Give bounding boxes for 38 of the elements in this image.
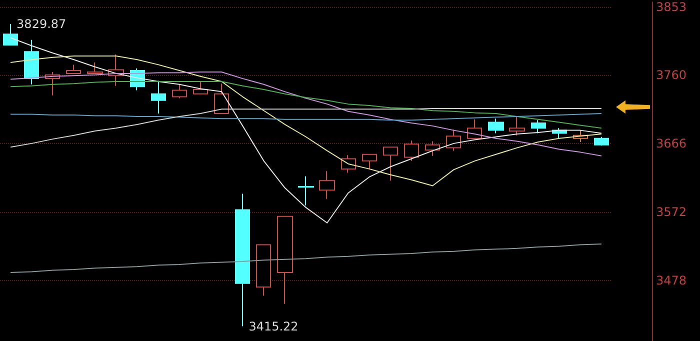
candlestick	[446, 129, 461, 152]
y-tick-label: 3572	[656, 204, 687, 219]
candlestick	[341, 154, 356, 174]
line-series	[10, 244, 602, 273]
candlestick	[256, 244, 271, 296]
annotation: 3829.87	[16, 16, 66, 31]
candlestick	[488, 118, 504, 134]
candlestick	[193, 80, 208, 94]
candlestick	[509, 116, 525, 136]
line-series	[10, 37, 602, 224]
y-tick-label: 3760	[656, 68, 687, 82]
candlestick	[362, 154, 377, 170]
candlestick	[531, 120, 546, 134]
y-tick-label: 3853	[656, 0, 687, 14]
candlestick	[66, 64, 81, 74]
line-series	[10, 71, 602, 156]
candlestick	[277, 216, 293, 304]
candlestick	[383, 146, 398, 182]
candlestick	[87, 62, 103, 74]
line-series	[10, 113, 602, 121]
candlestick	[319, 170, 335, 200]
candlestick	[594, 136, 609, 146]
line-series	[10, 55, 602, 186]
annotation: 3415.22	[248, 319, 298, 334]
candlestick	[214, 83, 229, 114]
line-series	[10, 108, 602, 148]
candlestick	[467, 118, 482, 139]
y-tick-label: 3666	[656, 136, 687, 150]
candlestick	[404, 140, 419, 162]
candlestick	[235, 193, 250, 327]
candlestick	[298, 176, 314, 206]
candlestick	[425, 140, 440, 156]
line-series	[10, 80, 602, 129]
candlestick	[24, 39, 39, 85]
candlestick	[172, 84, 187, 99]
candlestick	[3, 23, 18, 46]
y-tick-label: 3478	[656, 273, 687, 288]
candlestick	[151, 80, 166, 114]
